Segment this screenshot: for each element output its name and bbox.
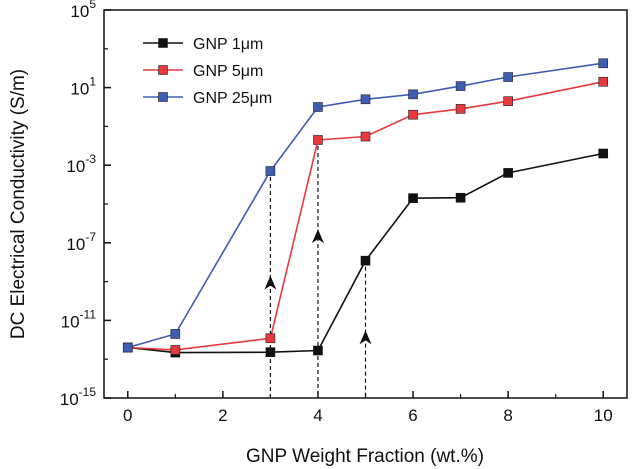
percolation-arrow — [264, 275, 277, 290]
data-point — [170, 329, 181, 339]
percolation-arrow — [359, 330, 372, 345]
x-tick-label: 10 — [594, 406, 613, 425]
series-points — [122, 58, 609, 358]
y-tick-label: 105 — [70, 0, 96, 21]
data-point — [360, 94, 371, 105]
percolation-lines — [269, 145, 367, 398]
legend-marker — [158, 65, 168, 75]
legend: GNP 1μm GNP 5μm GNP 25μm — [143, 36, 272, 107]
data-point — [360, 131, 371, 142]
data-point — [265, 347, 276, 357]
y-axis: 10-15 10-11 10-7 10-3 101 105 — [60, 0, 111, 409]
data-point — [313, 135, 323, 145]
y-tick-label: 10-3 — [66, 152, 96, 176]
data-point — [503, 96, 513, 106]
data-point — [360, 255, 371, 266]
data-point — [265, 166, 276, 176]
data-point — [455, 104, 466, 114]
legend-marker — [158, 92, 168, 102]
x-axis-title: GNP Weight Fraction (wt.%) — [246, 446, 484, 467]
data-point — [598, 148, 609, 159]
data-point — [408, 193, 418, 203]
data-point — [598, 76, 609, 87]
legend-label: GNP 1μm — [193, 36, 263, 53]
y-tick-label: 10-15 — [60, 385, 97, 409]
data-point — [408, 109, 418, 120]
x-axis: 0 2 4 6 8 10 — [123, 391, 613, 425]
x-tick-label: 0 — [123, 406, 132, 425]
data-point — [455, 192, 466, 203]
x-tick-label: 4 — [313, 406, 322, 425]
x-tick-label: 2 — [218, 406, 227, 425]
legend-marker — [158, 38, 168, 48]
legend-label: GNP 5μm — [193, 63, 263, 80]
data-point — [265, 333, 276, 344]
y-tick-label: 101 — [70, 75, 96, 99]
y-axis-title: DC Electrical Conductivity (S/m) — [8, 69, 29, 339]
data-point — [455, 81, 466, 91]
data-point — [313, 345, 323, 356]
data-point — [313, 102, 323, 112]
y-tick-label: 10-11 — [61, 307, 97, 331]
y-tick-label: 10-7 — [66, 230, 96, 254]
data-point — [598, 58, 609, 69]
x-tick-label: 6 — [408, 406, 417, 425]
data-point — [503, 72, 513, 82]
legend-label: GNP 25μm — [193, 90, 272, 107]
data-point — [503, 168, 513, 178]
percolation-arrow — [311, 229, 324, 244]
percolation-arrows — [264, 229, 372, 345]
x-tick-label: 8 — [503, 406, 512, 425]
data-point — [408, 89, 418, 100]
data-point — [122, 342, 133, 353]
data-point — [170, 345, 181, 355]
